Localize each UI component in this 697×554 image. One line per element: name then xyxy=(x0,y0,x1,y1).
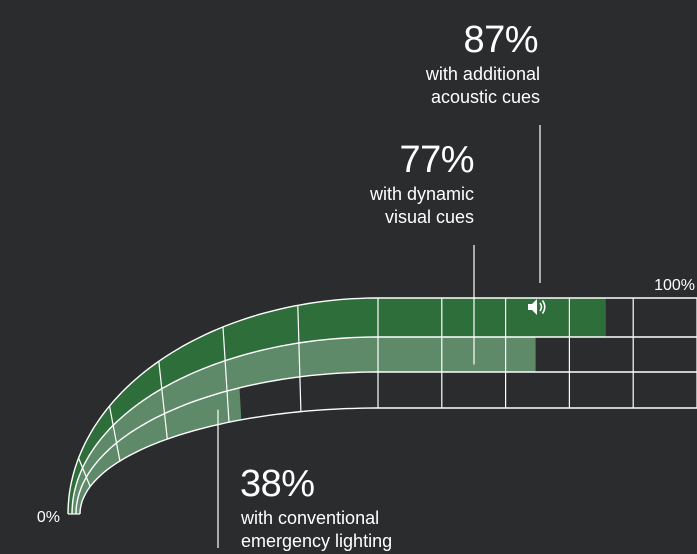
grid-divider xyxy=(108,405,121,462)
grid-boundary-line xyxy=(79,407,697,515)
series-label-acoustic-line2: acoustic cues xyxy=(431,87,540,107)
bar-conventional-lighting xyxy=(76,387,242,514)
grid-divider xyxy=(78,457,91,487)
arc-bands xyxy=(68,298,606,514)
scale-min-label: 0% xyxy=(37,509,60,526)
grid-divider xyxy=(158,361,168,440)
series-label-conventional-line2: emergency lighting xyxy=(241,531,392,551)
series-label-acoustic-line1: with additional xyxy=(425,64,540,84)
percent-label-conventional: 38% xyxy=(240,463,315,505)
arc-grid xyxy=(67,297,697,515)
scale-max-label: 100% xyxy=(654,277,695,294)
grid-divider xyxy=(222,326,230,423)
bar-acoustic-cues xyxy=(68,298,606,514)
percent-label-visual: 77% xyxy=(399,139,474,181)
grid-boundary-line xyxy=(71,336,697,515)
series-label-visual-line2: visual cues xyxy=(385,207,474,227)
series-label-visual-line1: with dynamic xyxy=(369,184,474,204)
percent-label-acoustic: 87% xyxy=(463,19,538,61)
annotations: 87% with additional acoustic cues 77% wi… xyxy=(37,19,695,551)
grid-divider xyxy=(297,305,302,412)
speaker-icon xyxy=(528,299,546,315)
grid-boundary-line xyxy=(75,371,697,515)
series-label-conventional-line1: with conventional xyxy=(240,508,379,528)
bar-dynamic-visual-cues xyxy=(72,337,536,514)
grid-boundary-line xyxy=(67,297,697,515)
